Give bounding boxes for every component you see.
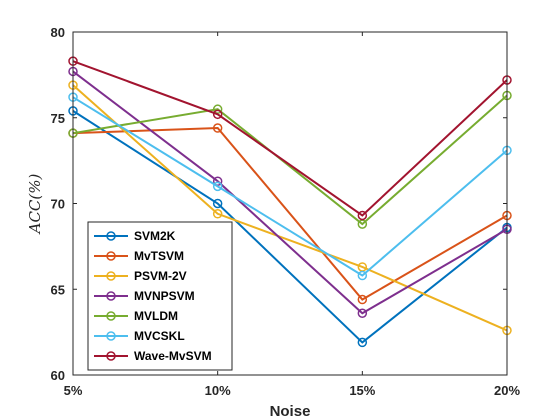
legend: SVM2K MvTSVM PSVM-2V MVNPSVM MVLDM MVCSKL Wave… bbox=[87, 221, 233, 371]
data-point bbox=[212, 181, 223, 192]
legend-marker bbox=[106, 291, 116, 301]
series-wave-mvsvm bbox=[68, 56, 512, 221]
data-point bbox=[357, 308, 368, 319]
series-mvldm bbox=[68, 90, 512, 229]
legend-label: SVM2K bbox=[134, 229, 176, 243]
y-tick-label: 70 bbox=[51, 197, 65, 212]
data-point bbox=[212, 104, 223, 114]
x-tick-label: 10% bbox=[205, 383, 231, 398]
legend-item: MVNPSVM bbox=[94, 289, 195, 303]
data-point bbox=[212, 123, 223, 133]
series-line bbox=[72, 60, 508, 217]
data-point bbox=[357, 294, 368, 305]
legend-label: MvTSVM bbox=[134, 249, 184, 263]
legend-marker bbox=[106, 351, 116, 361]
data-point bbox=[212, 109, 223, 120]
y-tick-label: 75 bbox=[51, 111, 65, 126]
data-point bbox=[357, 270, 368, 281]
series-line bbox=[72, 96, 508, 277]
legend-marker bbox=[106, 331, 116, 341]
legend-item: MVCSKL bbox=[94, 329, 185, 343]
y-axis-title: ACC(%) bbox=[26, 173, 44, 235]
series-line bbox=[72, 94, 508, 226]
x-axis-title: Noise bbox=[270, 403, 311, 420]
legend-label: MVCSKL bbox=[134, 329, 185, 343]
legend-item: MvTSVM bbox=[94, 249, 184, 263]
legend-label: PSVM-2V bbox=[134, 269, 187, 283]
series-line bbox=[72, 127, 508, 301]
data-point bbox=[212, 209, 223, 219]
series-line bbox=[72, 84, 508, 332]
axis-ticks: 5% 10% 15% 20% 60 65 70 75 80 bbox=[51, 25, 521, 398]
x-tick-label: 20% bbox=[494, 383, 520, 398]
legend-marker bbox=[106, 271, 116, 281]
x-tick-label: 5% bbox=[64, 383, 83, 398]
data-point bbox=[357, 337, 368, 348]
series-line bbox=[72, 110, 508, 344]
series-line bbox=[72, 70, 508, 315]
legend-marker bbox=[106, 231, 116, 241]
y-tick-label: 60 bbox=[51, 368, 65, 383]
y-tick-label: 80 bbox=[51, 25, 65, 40]
legend-item: SVM2K bbox=[94, 229, 176, 243]
legend-item: MVLDM bbox=[94, 309, 178, 323]
x-tick-label: 15% bbox=[349, 383, 375, 398]
legend-label: Wave-MvSVM bbox=[134, 349, 212, 363]
legend-marker bbox=[106, 251, 116, 261]
legend-item: Wave-MvSVM bbox=[94, 349, 212, 363]
legend-label: MVNPSVM bbox=[134, 289, 195, 303]
data-point bbox=[357, 210, 368, 221]
legend-marker bbox=[106, 311, 116, 321]
legend-label: MVLDM bbox=[134, 309, 178, 323]
legend-item: PSVM-2V bbox=[94, 269, 187, 283]
data-point bbox=[212, 198, 223, 209]
y-tick-label: 65 bbox=[51, 282, 65, 297]
series-mvnpsvm bbox=[68, 66, 512, 319]
